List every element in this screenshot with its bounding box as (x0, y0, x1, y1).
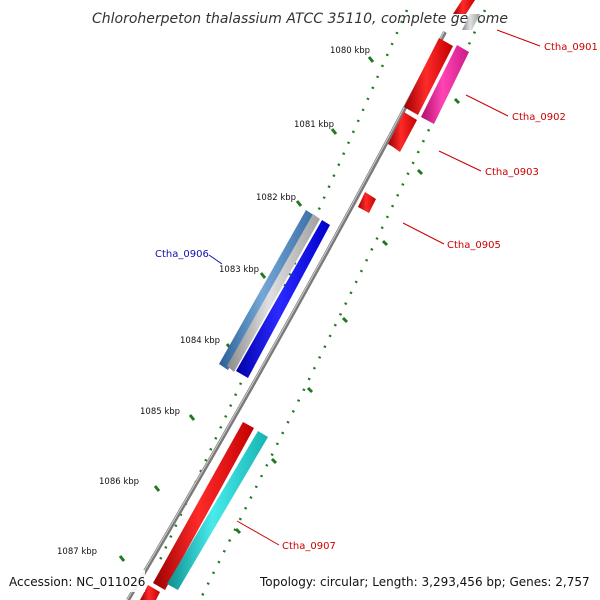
tick-label-1084: 1084 kbp (180, 336, 220, 346)
genome-stats-text: Topology: circular; Length: 3,293,456 bp… (259, 575, 590, 589)
gene-label-ctha-0905[interactable]: Ctha_0905 (447, 240, 501, 251)
gene-bottom-partial[interactable] (140, 585, 160, 600)
gene-forward-red-2[interactable] (153, 422, 254, 590)
gene-forward-red-1[interactable] (404, 38, 453, 115)
label-leaders (208, 29, 541, 546)
tick-label-1083: 1083 kbp (219, 265, 259, 275)
tick-label-1082: 1082 kbp (256, 193, 296, 203)
tick-label-1086: 1086 kbp (99, 477, 139, 487)
gene-ctha-0903[interactable] (388, 112, 417, 152)
gene-label-ctha-0902[interactable]: Ctha_0902 (512, 112, 566, 123)
gene-ctha-0901[interactable] (453, 0, 480, 30)
tick-label-1085: 1085 kbp (140, 407, 180, 417)
gene-label-ctha-0906[interactable]: Ctha_0906 (155, 249, 209, 260)
tick-label-1081: 1081 kbp (294, 120, 334, 130)
map-title: Chloroherpeton thalassium ATCC 35110, co… (92, 11, 508, 27)
gene-ctha-0907[interactable] (167, 431, 268, 590)
gene-ctha-0906[interactable] (219, 210, 320, 372)
gene-blue-feature[interactable] (236, 220, 330, 378)
tick-label-1080: 1080 kbp (330, 46, 370, 56)
tick-label-1087: 1087 kbp (57, 547, 97, 557)
gene-label-ctha-0901[interactable]: Ctha_0901 (544, 42, 598, 53)
gene-ctha-0905[interactable] (358, 192, 376, 213)
gene-ctha-0902[interactable] (421, 45, 469, 124)
gene-label-ctha-0903[interactable]: Ctha_0903 (485, 167, 539, 178)
gene-label-ctha-0907[interactable]: Ctha_0907 (282, 541, 336, 552)
accession-text: Accession: NC_011026 (9, 575, 145, 589)
genome-backbone (126, 31, 447, 600)
